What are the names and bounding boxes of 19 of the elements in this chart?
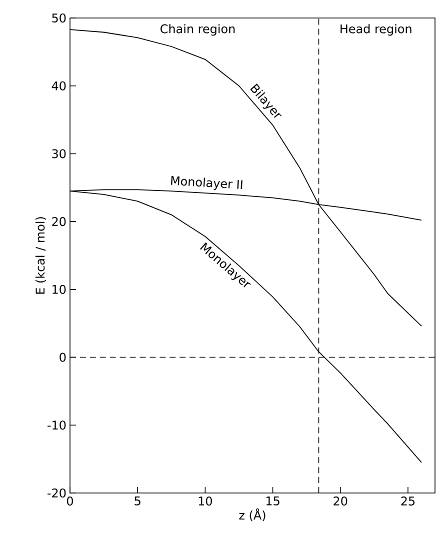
y-tick-label: 0: [60, 352, 66, 362]
x-tick-label: 15: [266, 496, 280, 506]
y-tick-label: 40: [52, 81, 66, 90]
y-axis-title: E (kcal / mol): [35, 217, 46, 294]
x-tick-label: 10: [198, 496, 212, 506]
x-tick-label: 20: [334, 496, 348, 506]
y-tick-label: 30: [52, 149, 66, 158]
y-tick-label: 50: [52, 13, 66, 23]
y-tick-label: 20: [52, 217, 66, 226]
x-axis-title: z (Å): [239, 508, 266, 522]
y-tick-label: -20: [48, 488, 66, 498]
y-tick-label: 10: [52, 284, 66, 294]
x-tick-label: 25: [401, 496, 415, 506]
annotation: Chain region: [160, 24, 235, 36]
x-tick-label: 0: [66, 496, 74, 506]
y-tick-label: -10: [48, 420, 66, 430]
x-tick-label: 5: [134, 496, 140, 506]
annotation: Head region: [340, 24, 412, 36]
series-label: Monolayer II: [171, 176, 242, 190]
